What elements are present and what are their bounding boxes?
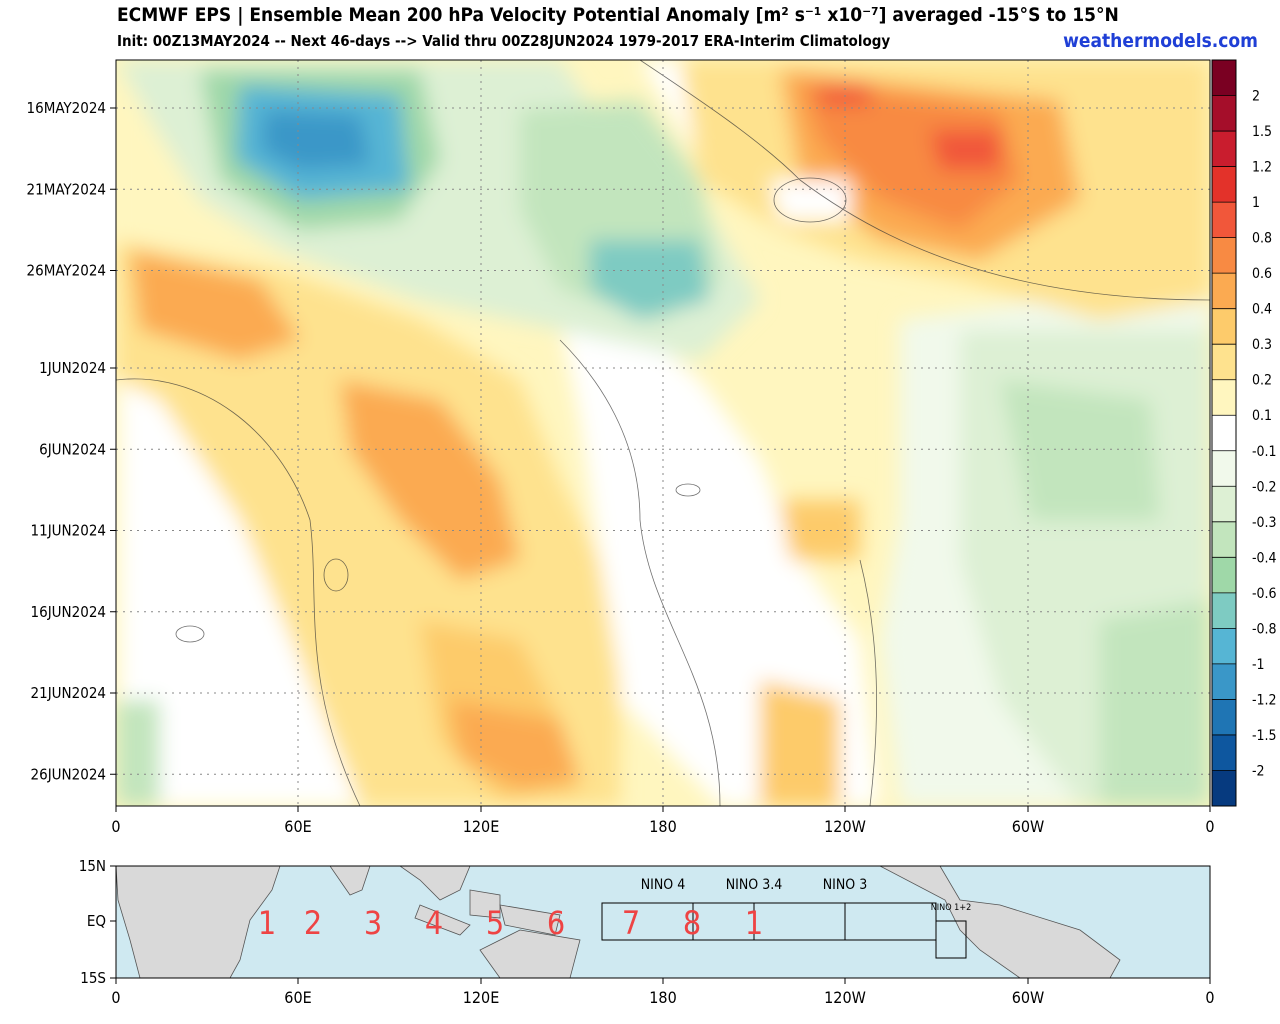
map-lon-label: 120E: [463, 988, 500, 1007]
map-lat-label: 15S: [80, 969, 106, 987]
africa-landmass: [116, 866, 281, 978]
colorbar-label: 0.2: [1252, 373, 1272, 389]
colorbar-label: -0.1: [1252, 444, 1277, 460]
colorbar-swatch: [1212, 237, 1236, 274]
nino-label: NINO 3: [823, 877, 867, 893]
nino-label: NINO 1+2: [931, 903, 972, 913]
y-tick-label: 21JUN2024: [31, 684, 106, 702]
colorbar-swatch: [1212, 344, 1236, 381]
colorbar-label: -0.2: [1252, 479, 1277, 495]
colorbar-swatch: [1212, 734, 1236, 771]
x-tick-label: 0: [111, 817, 120, 836]
x-tick-label: 0: [1205, 817, 1214, 836]
map-lat-label: EQ: [87, 912, 106, 930]
mjo-phase-number: 8: [683, 904, 701, 942]
india-landmass: [329, 866, 371, 896]
colorbar-frame: [1211, 59, 1237, 807]
mjo-phase-number: 1: [745, 904, 763, 942]
x-tick-label: 60E: [284, 817, 311, 836]
colorbar-label: -0.3: [1252, 515, 1277, 531]
x-tick-label: 120E: [463, 817, 500, 836]
y-tick-label: 11JUN2024: [31, 522, 106, 540]
colorbar-label: 1.2: [1252, 160, 1272, 176]
colorbar-label: 0.4: [1252, 302, 1272, 318]
colorbar-swatch: [1212, 699, 1236, 736]
time-axis: 16MAY2024 21MAY2024 26MAY2024 1JUN2024 6JUN2…: [27, 99, 116, 783]
colorbar-label: 0.3: [1252, 337, 1272, 353]
colorbar-swatch: [1212, 521, 1236, 558]
longitude-axis: 0 60E 120E 180 120W 60W 0: [111, 806, 1215, 836]
y-tick-label: 6JUN2024: [39, 440, 106, 458]
colorbar-swatch: [1212, 60, 1236, 97]
x-tick-label: 180: [649, 817, 676, 836]
colorbar-swatch: [1212, 202, 1236, 239]
south-america-landmass: [879, 866, 1121, 978]
colorbar: 2 1.5 1.2 1 0.8 0.6 0.4 0.3 0.2 0.1 -0.1 -0.2 -0.3 -0…: [1211, 59, 1277, 807]
mjo-phase-number: 7: [622, 904, 640, 942]
chart-title: ECMWF EPS | Ensemble Mean 200 hPa Veloci…: [117, 4, 1119, 26]
y-tick-label: 1JUN2024: [39, 359, 106, 377]
colorbar-swatch: [1212, 379, 1236, 416]
colorbar-label: 1.5: [1252, 124, 1272, 140]
colorbar-swatch: [1212, 450, 1236, 487]
map-lon-label: 0: [111, 988, 120, 1007]
colorbar-swatch: [1212, 273, 1236, 310]
colorbar-label: -0.4: [1252, 550, 1277, 566]
colorbar-swatch: [1212, 557, 1236, 594]
y-tick-label: 26MAY2024: [27, 262, 106, 280]
colorbar-swatch: [1212, 415, 1236, 452]
mjo-phase-number: 2: [304, 904, 322, 942]
colorbar-label: 0.8: [1252, 231, 1272, 247]
colorbar-swatch: [1212, 663, 1236, 700]
map-longitude-axis: 0 60E 120E 180 120W 60W 0: [111, 978, 1215, 1007]
map-lat-label: 15N: [79, 857, 106, 875]
nino-label: NINO 4: [641, 877, 685, 893]
mjo-phase-number: 5: [486, 904, 504, 942]
y-tick-label: 16MAY2024: [27, 99, 106, 117]
map-lon-label: 60E: [284, 988, 311, 1007]
brand-link[interactable]: weathermodels.com: [1063, 30, 1258, 52]
colorbar-label: -1: [1252, 657, 1265, 673]
colorbar-swatch: [1212, 166, 1236, 203]
colorbar-swatch: [1212, 95, 1236, 132]
x-tick-label: 60W: [1012, 817, 1045, 836]
y-tick-label: 21MAY2024: [27, 180, 106, 198]
colorbar-label: -2: [1252, 763, 1265, 779]
colorbar-swatch: [1212, 308, 1236, 345]
colorbar-swatch: [1212, 628, 1236, 665]
mjo-phase-number: 6: [547, 904, 565, 942]
colorbar-label: -0.8: [1252, 621, 1277, 637]
map-lon-label: 60W: [1012, 988, 1045, 1007]
y-tick-label: 26JUN2024: [31, 765, 106, 783]
anomaly-field: [116, 60, 1210, 806]
colorbar-swatch: [1212, 486, 1236, 523]
colorbar-label: 0.1: [1252, 408, 1272, 424]
nino-labels: NINO 4 NINO 3.4 NINO 3 NINO 1+2: [641, 877, 972, 913]
map-lon-label: 120W: [824, 988, 866, 1007]
map-lon-label: 180: [649, 988, 676, 1007]
mjo-phase-number: 1: [258, 904, 276, 942]
maritime-continent: [399, 866, 471, 901]
y-tick-label: 16JUN2024: [31, 603, 106, 621]
mjo-phase-number: 4: [425, 904, 443, 942]
colorbar-label: -1.2: [1252, 692, 1277, 708]
mjo-phase-number: 3: [364, 904, 382, 942]
colorbar-swatch: [1212, 131, 1236, 168]
colorbar-label: -1.5: [1252, 728, 1277, 744]
colorbar-label: 0.6: [1252, 266, 1272, 282]
colorbar-swatch: [1212, 592, 1236, 629]
map-latitude-axis: 15N EQ 15S: [79, 857, 116, 987]
map-lon-label: 0: [1205, 988, 1214, 1007]
colorbar-label: 2: [1252, 89, 1260, 105]
colorbar-label: 1: [1252, 195, 1260, 211]
nino-boxes: [601, 902, 967, 959]
colorbar-swatch: [1212, 770, 1236, 807]
colorbar-label: -0.6: [1252, 586, 1277, 602]
chart-subtitle: Init: 00Z13MAY2024 -- Next 46-days --> V…: [117, 32, 891, 50]
x-tick-label: 120W: [824, 817, 866, 836]
nino-label: NINO 3.4: [726, 877, 783, 893]
